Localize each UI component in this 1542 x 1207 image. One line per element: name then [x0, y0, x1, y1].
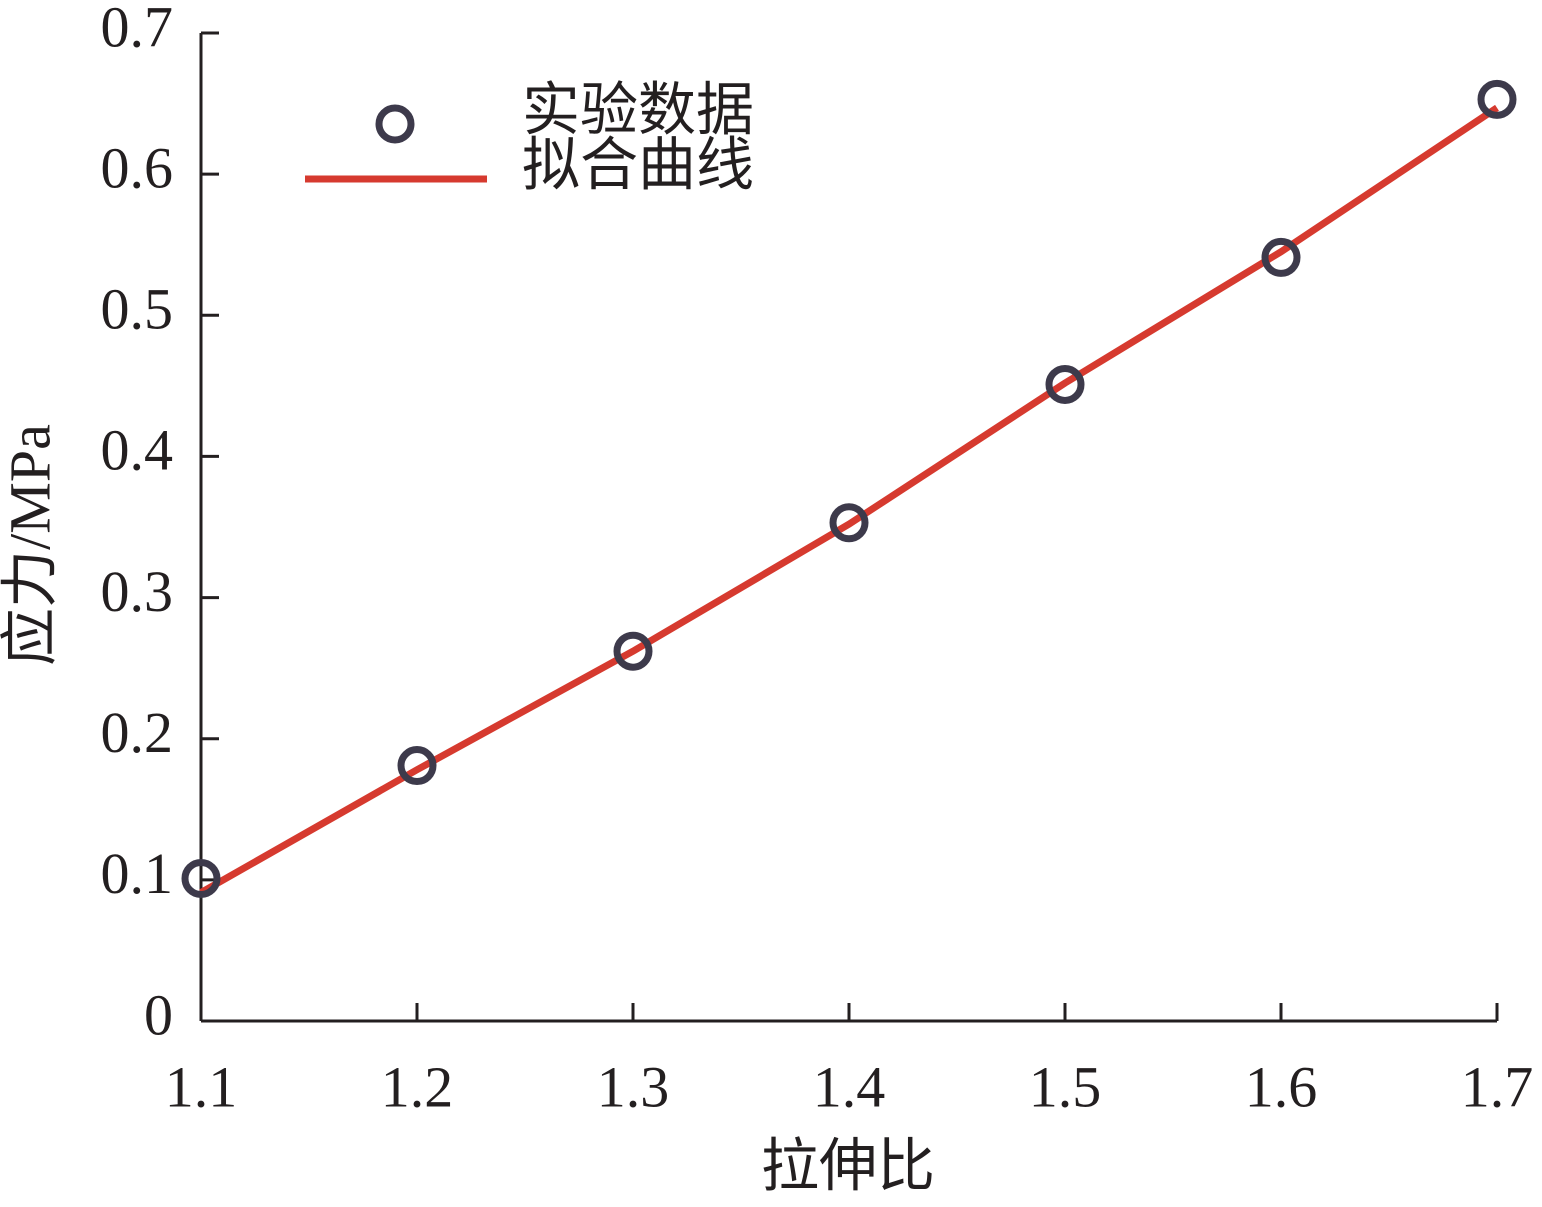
x-axis-label: 拉伸比: [761, 1133, 935, 1198]
y-tick-label: 0.1: [101, 841, 174, 906]
x-tick-label: 1.7: [1461, 1054, 1534, 1119]
data-point: [1477, 79, 1517, 119]
data-point: [829, 503, 869, 543]
x-tick-label: 1.5: [1029, 1054, 1102, 1119]
legend-marker: [375, 104, 415, 144]
data-point: [397, 746, 437, 786]
y-tick-label: 0.3: [101, 559, 174, 624]
data-point: [1045, 364, 1085, 404]
x-tick-label: 1.3: [597, 1054, 670, 1119]
legend-label: 拟合曲线: [522, 132, 754, 197]
y-tick-label: 0: [144, 982, 173, 1047]
x-tick-label: 1.4: [813, 1054, 886, 1119]
legend-label: 实验数据: [522, 77, 754, 142]
y-tick-label: 0.7: [101, 0, 174, 59]
data-point: [1261, 237, 1301, 277]
data-point: [181, 858, 221, 898]
y-tick-label: 0.2: [101, 700, 174, 765]
x-tick-label: 1.2: [381, 1054, 454, 1119]
y-tick-label: 0.5: [101, 277, 174, 342]
y-axis-label: 应力/MPa: [0, 424, 62, 666]
x-tick-label: 1.1: [165, 1054, 238, 1119]
fit-line: [199, 104, 1499, 896]
y-tick-label: 0.6: [101, 135, 174, 200]
y-tick-label: 0.4: [101, 418, 174, 483]
data-point: [613, 631, 653, 671]
x-tick-label: 1.6: [1245, 1054, 1318, 1119]
